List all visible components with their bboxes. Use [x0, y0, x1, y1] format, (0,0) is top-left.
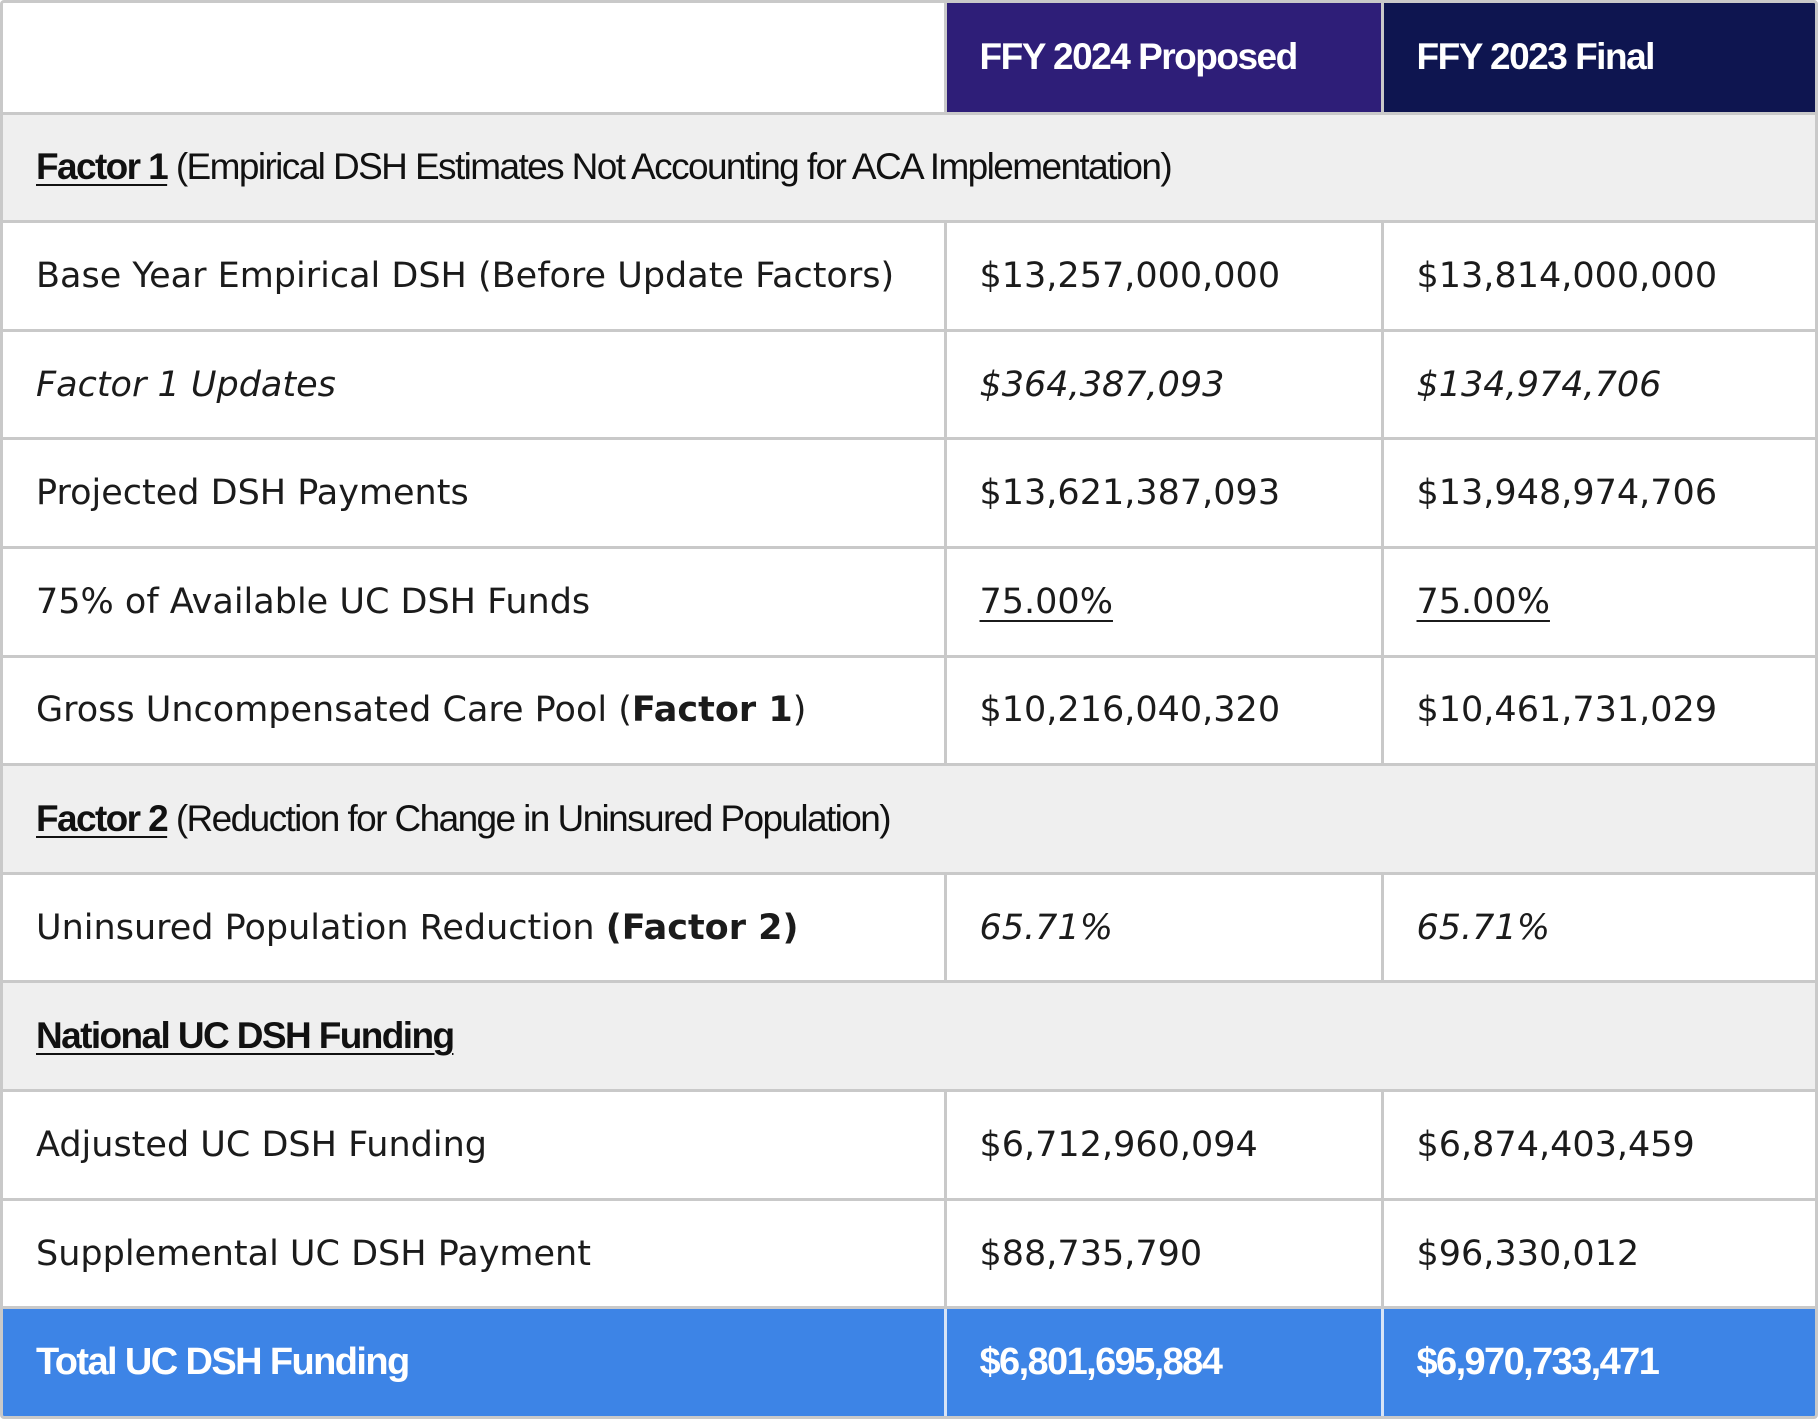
table-row-base-year: Base Year Empirical DSH (Before Update F…: [3, 221, 1815, 332]
section-factor1-cell: Factor 1 (Empirical DSH Estimates Not Ac…: [3, 113, 1815, 224]
row-label: Base Year Empirical DSH (Before Update F…: [3, 221, 947, 332]
section-factor2-cell: Factor 2 (Reduction for Change in Uninsu…: [3, 764, 1815, 875]
section-factor2-row: Factor 2 (Reduction for Change in Uninsu…: [3, 764, 1815, 875]
row-label: Projected DSH Payments: [3, 438, 947, 550]
section-factor1-description: (Empirical DSH Estimates Not Accounting …: [175, 146, 1173, 188]
row-label: Supplemental UC DSH Payment: [3, 1199, 947, 1310]
value-ffy2023: $13,814,000,000: [1382, 221, 1815, 332]
row-label-cell: Uninsured Population Reduction (Factor 2…: [3, 873, 947, 984]
section-factor1-row: Factor 1 (Empirical DSH Estimates Not Ac…: [3, 113, 1815, 224]
table-row-pct-available: 75% of Available UC DSH Funds 75.00% 75.…: [3, 547, 1815, 658]
header-ffy2023-final: FFY 2023 Final: [1382, 3, 1815, 115]
table-row-uninsured-reduction: Uninsured Population Reduction (Factor 2…: [3, 873, 1815, 984]
value-ffy2023: $6,874,403,459: [1382, 1090, 1815, 1201]
row-label-cell: Gross Uncompensated Care Pool (Factor 1): [3, 656, 947, 767]
row-label-factor-bold: Factor 1: [631, 690, 793, 731]
table-row-adjusted-funding: Adjusted UC DSH Funding $6,712,960,094 $…: [3, 1090, 1815, 1201]
value-ffy2024: $6,712,960,094: [945, 1090, 1384, 1201]
row-label-suffix: ): [792, 690, 807, 731]
value-ffy2024: $88,735,790: [945, 1199, 1384, 1310]
value-ffy2024: $13,621,387,093: [945, 438, 1384, 550]
value-ffy2024: 65.71%: [945, 873, 1384, 984]
uc-dsh-funding-table: FFY 2024 Proposed FFY 2023 Final Factor …: [3, 3, 1815, 1416]
table-row-total: Total UC DSH Funding $6,801,695,884 $6,9…: [3, 1307, 1815, 1416]
value-ffy2024-cell: 75.00%: [945, 547, 1384, 658]
row-label: 75% of Available UC DSH Funds: [3, 547, 947, 658]
header-blank-cell: [3, 3, 947, 115]
row-label-text: Gross Uncompensated Care Pool (: [36, 690, 632, 731]
value-ffy2023: $134,974,706: [1382, 330, 1815, 441]
value-ffy2024: 75.00%: [979, 581, 1113, 622]
row-label-factor-bold: (Factor 2): [605, 907, 799, 948]
section-factor2-description: (Reduction for Change in Uninsured Popul…: [175, 798, 892, 840]
section-national-title: National UC DSH Funding: [36, 1015, 455, 1057]
total-ffy2024: $6,801,695,884: [945, 1307, 1384, 1416]
value-ffy2023: $10,461,731,029: [1382, 656, 1815, 767]
value-ffy2023: 75.00%: [1416, 581, 1550, 622]
header-ffy2024-proposed: FFY 2024 Proposed: [945, 3, 1384, 115]
row-label-text: Uninsured Population Reduction: [36, 907, 606, 948]
value-ffy2023-cell: 75.00%: [1382, 547, 1815, 658]
row-label: Adjusted UC DSH Funding: [3, 1090, 947, 1201]
value-ffy2024: $13,257,000,000: [945, 221, 1384, 332]
section-national-cell: National UC DSH Funding: [3, 981, 1815, 1093]
value-ffy2023: $96,330,012: [1382, 1199, 1815, 1310]
total-label: Total UC DSH Funding: [3, 1307, 947, 1416]
table-row-projected-dsh: Projected DSH Payments $13,621,387,093 $…: [3, 438, 1815, 550]
section-factor2-title: Factor 2: [36, 798, 169, 840]
value-ffy2024: $364,387,093: [945, 330, 1384, 441]
table-row-supplemental-payment: Supplemental UC DSH Payment $88,735,790 …: [3, 1199, 1815, 1310]
value-ffy2024: $10,216,040,320: [945, 656, 1384, 767]
table-row-gross-pool: Gross Uncompensated Care Pool (Factor 1)…: [3, 656, 1815, 767]
table-row-factor1-updates: Factor 1 Updates $364,387,093 $134,974,7…: [3, 330, 1815, 441]
value-ffy2023: 65.71%: [1382, 873, 1815, 984]
value-ffy2023: $13,948,974,706: [1382, 438, 1815, 550]
total-ffy2023: $6,970,733,471: [1382, 1307, 1815, 1416]
section-factor1-title: Factor 1: [36, 146, 169, 188]
section-national-row: National UC DSH Funding: [3, 981, 1815, 1093]
row-label: Factor 1 Updates: [3, 330, 947, 441]
table-header-row: FFY 2024 Proposed FFY 2023 Final: [3, 3, 1815, 115]
